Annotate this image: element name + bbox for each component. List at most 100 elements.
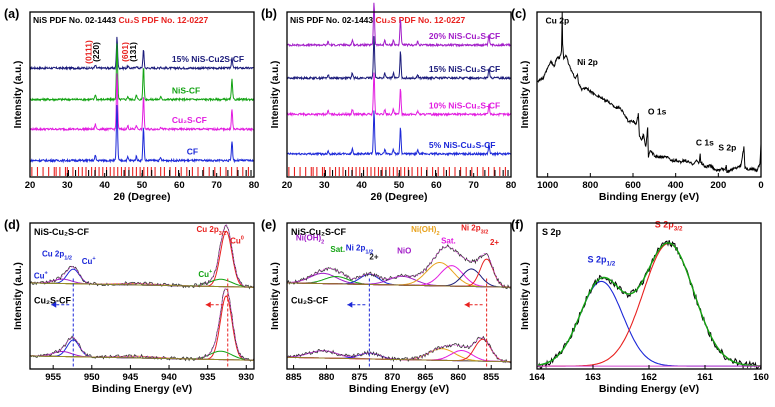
fit-envelope (287, 246, 511, 288)
fitted-component (287, 350, 511, 363)
x-tick-label: 200 (710, 180, 726, 191)
x-tick-label: 875 (352, 372, 369, 383)
peak-annotation: NiO (397, 247, 411, 256)
element-peak-label: C 1s (696, 138, 714, 148)
element-peak-label: Cu 2p (546, 16, 570, 26)
xrd-series-line (286, 36, 511, 81)
panel-label: (a) (4, 7, 19, 21)
y-axis-label: Intensity (a.u.) (520, 262, 531, 330)
panel-label: (d) (4, 218, 20, 232)
hkl-annotation: (0111) (84, 40, 94, 64)
xrd-series-line (29, 36, 254, 71)
x-tick-label: 80 (506, 180, 517, 191)
x-tick-label: 40 (356, 180, 367, 191)
shift-arrowhead (464, 301, 470, 308)
region-title: S 2p (542, 227, 562, 237)
fit-envelope (537, 242, 761, 367)
peak-annotation: Sat. (441, 236, 456, 245)
x-tick-label: 935 (200, 372, 217, 383)
pdf-reference-title: NiS PDF No. 02-1443 Cu₂S PDF No. 12-0227 (33, 15, 209, 25)
fitted-component (30, 339, 254, 361)
element-peak-label: S 2p (718, 143, 736, 153)
background-line (29, 282, 255, 288)
y-axis-label: Intensity (a.u.) (13, 262, 24, 330)
x-tick-label: 865 (417, 372, 434, 383)
hkl-annotation: (131) (128, 42, 138, 62)
x-tick-label: 70 (211, 180, 222, 191)
fitted-component (287, 350, 511, 363)
x-tick-label: 60 (174, 180, 185, 191)
x-axis-label: Binding Energy (eV) (599, 191, 699, 203)
x-tick-label: 50 (394, 180, 405, 191)
series-label: 10% NiS-Cu₂S-CF (429, 100, 500, 110)
x-tick-label: 30 (62, 180, 73, 191)
plot-frame (536, 222, 762, 370)
x-tick-label: 20 (282, 180, 293, 191)
x-tick-label: 1000 (537, 180, 558, 191)
peak-annotation: S 2p3/2 (655, 219, 683, 232)
peak-annotation: 2+ (369, 253, 378, 262)
x-tick-label: 160 (753, 372, 769, 383)
peak-annotation: Cu+ (34, 270, 49, 280)
xrd-series-line (29, 104, 254, 164)
pdf-reference-title: NiS PDF No. 02-1443 Cu₂S PDF No. 12-0227 (290, 15, 466, 25)
element-peak-label: Ni 2p (577, 57, 598, 67)
panel-label: (e) (261, 218, 276, 232)
background-line (29, 355, 255, 361)
x-tick-label: 50 (137, 180, 148, 191)
plot-frame (29, 222, 255, 370)
x-axis-label: 2θ (Degree) (370, 191, 427, 203)
x-tick-label: 400 (668, 180, 684, 191)
series-label: 5% NiS-Cu₂S-CF (429, 140, 496, 150)
sample-title-top: NiS-Cu₂S-CF (34, 227, 89, 237)
y-axis-label: Intensity (a.u.) (270, 262, 281, 330)
series-label: 15% NiS-Cu2S-CF (172, 54, 244, 64)
sample-title-bottom: Cu₂S-CF (291, 295, 328, 305)
x-tick-label: 0 (758, 180, 763, 191)
x-tick-label: 945 (122, 372, 139, 383)
y-axis-label: Intensity (a.u.) (13, 61, 24, 129)
x-tick-label: 30 (319, 180, 330, 191)
y-axis-label: Intensity (a.u.) (270, 61, 281, 129)
peak-annotation: Cu0 (230, 235, 244, 245)
x-tick-label: 80 (249, 180, 260, 191)
background-line (286, 282, 512, 288)
series-label: CF (187, 147, 198, 157)
x-tick-label: 880 (319, 372, 335, 383)
x-tick-label: 940 (161, 372, 177, 383)
peak-annotation: S 2p1/2 (588, 254, 616, 267)
y-axis-label: Intensity (a.u.) (520, 61, 531, 129)
panel-label: (b) (261, 7, 277, 21)
survey-spectrum-line (536, 12, 762, 174)
element-peak-label: O 1s (648, 106, 667, 116)
series-label: NiS-CF (172, 85, 200, 95)
x-tick-label: 955 (45, 372, 62, 383)
xrd-series-line (29, 73, 254, 133)
background-line (286, 356, 512, 363)
x-tick-label: 163 (585, 372, 601, 383)
fit-envelope (287, 337, 512, 363)
hkl-annotation: (601) (120, 42, 130, 62)
x-axis-label: Binding Energy (eV) (92, 383, 192, 395)
peak-annotation: Cu 2p1/2 (42, 250, 72, 262)
xrd-series-line (286, 2, 511, 48)
panel-a: NiS PDF No. 02-1443 Cu₂S PDF No. 12-0227… (4, 7, 259, 203)
x-tick-label: 162 (641, 372, 657, 383)
xrd-series-line (286, 72, 512, 118)
sample-title-bottom: Cu₂S-CF (34, 295, 71, 305)
series-label: 15% NiS-Cu₂S-CF (429, 64, 500, 74)
x-axis-label: Binding Energy (eV) (349, 383, 449, 395)
fit-envelope (30, 224, 255, 288)
xrd-series-line (286, 110, 512, 157)
panel-b: NiS PDF No. 02-1443 Cu₂S PDF No. 12-0227… (261, 2, 517, 203)
fitted-component (538, 280, 761, 367)
x-tick-label: 161 (697, 372, 714, 383)
x-axis-label: Binding Energy (eV) (599, 383, 699, 395)
x-axis-label: 2θ (Degree) (113, 191, 170, 203)
peak-annotation: Cu+ (198, 269, 213, 279)
peak-annotation: Ni(OH)2 (296, 234, 324, 246)
panel-f: S 2p S 2p1/2 S 2p3/2 164 163 162 161 160 Binding… (511, 218, 769, 395)
x-tick-label: 600 (625, 180, 641, 191)
peak-annotation: 2+ (490, 238, 499, 247)
